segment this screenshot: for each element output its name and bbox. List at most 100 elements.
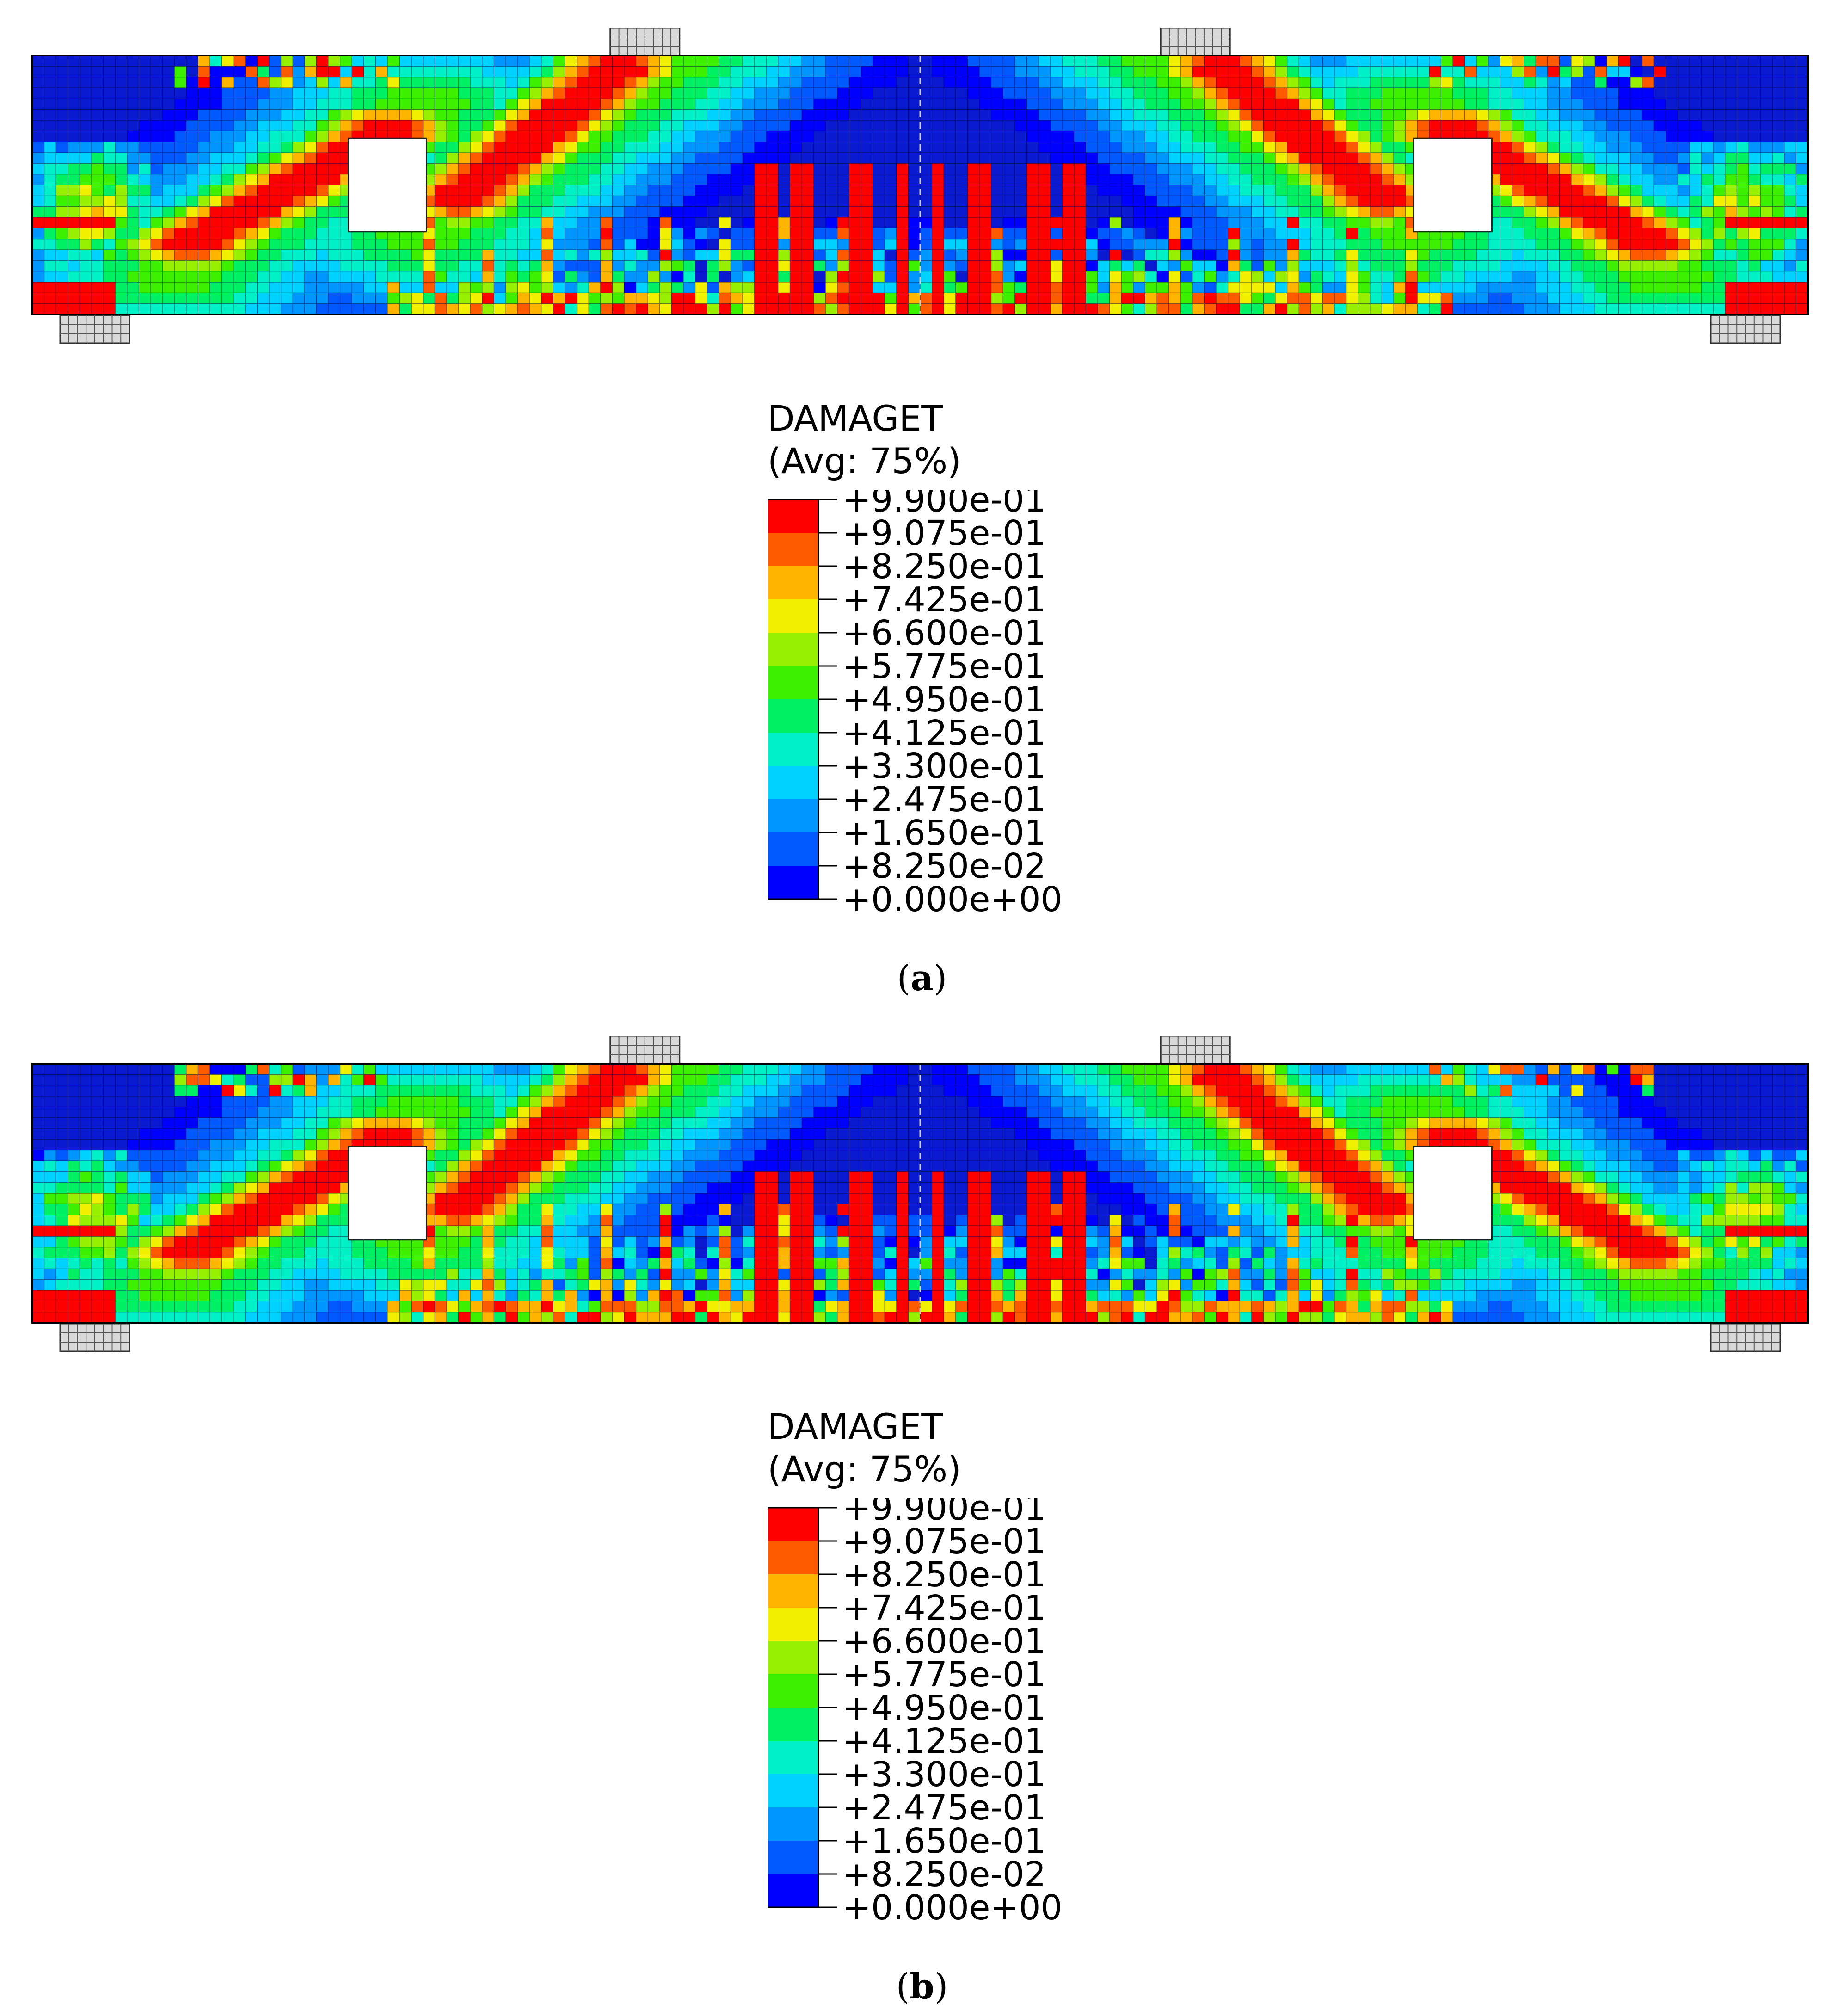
mesh-element	[1690, 260, 1702, 272]
mesh-element	[659, 293, 672, 304]
mesh-element	[447, 1139, 459, 1151]
mesh-element	[1772, 282, 1785, 293]
mesh-element	[1642, 88, 1654, 99]
mesh-element	[1583, 250, 1595, 261]
mesh-element	[482, 153, 494, 164]
mesh-element	[1547, 1128, 1560, 1140]
mesh-element	[612, 109, 625, 121]
mesh-element	[861, 77, 873, 88]
mesh-element	[553, 99, 565, 110]
mesh-element	[1749, 196, 1761, 207]
mesh-element	[529, 293, 542, 304]
mesh-element	[553, 293, 565, 304]
mesh-element	[1394, 271, 1406, 283]
mesh-element	[861, 88, 873, 99]
mesh-element	[1394, 293, 1406, 304]
mesh-element	[778, 66, 790, 78]
mesh-element	[589, 1096, 601, 1107]
mesh-element	[387, 239, 400, 250]
mesh-element	[1287, 239, 1299, 250]
mesh-element	[1512, 88, 1524, 99]
mesh-element	[1405, 1074, 1418, 1086]
mesh-element	[849, 66, 861, 78]
mesh-element	[1263, 239, 1276, 250]
mesh-element	[316, 1085, 329, 1097]
mesh-element	[778, 196, 790, 207]
mesh-element	[458, 142, 471, 153]
mesh-element	[1133, 131, 1145, 142]
mesh-element	[494, 303, 506, 315]
mesh-element	[1701, 163, 1714, 175]
mesh-element	[707, 282, 719, 293]
mesh-element	[411, 271, 424, 283]
mesh-element	[553, 163, 565, 175]
mesh-element	[44, 1096, 56, 1107]
mesh-element	[1133, 293, 1145, 304]
mesh-element	[174, 131, 187, 142]
mesh-element	[1074, 1085, 1086, 1097]
mesh-element	[1784, 163, 1796, 175]
mesh-element	[944, 196, 956, 207]
mesh-element	[802, 250, 814, 261]
mesh-element	[1003, 239, 1015, 250]
legend-color-band	[768, 633, 818, 666]
mesh-element	[671, 55, 684, 67]
mesh-element	[1678, 271, 1690, 283]
mesh-element	[1216, 163, 1229, 175]
mesh-element	[695, 66, 707, 78]
mesh-element	[790, 293, 802, 304]
mesh-element	[1204, 163, 1217, 175]
mesh-element	[127, 174, 139, 185]
mesh-element	[695, 1074, 707, 1086]
mesh-element	[1441, 239, 1453, 250]
mesh-element	[1796, 217, 1808, 228]
mesh-element	[790, 66, 802, 78]
mesh-element	[719, 196, 731, 207]
mesh-element	[1050, 131, 1063, 142]
mesh-element	[340, 260, 352, 272]
mesh-element	[1737, 293, 1749, 304]
mesh-element	[139, 174, 151, 185]
mesh-element	[174, 206, 187, 218]
mesh-element	[1287, 260, 1299, 272]
mesh-element	[186, 77, 198, 88]
mesh-element	[1571, 1064, 1584, 1075]
mesh-element	[340, 55, 352, 67]
mesh-element	[1275, 142, 1288, 153]
mesh-element	[1583, 88, 1595, 99]
mesh-element	[162, 250, 175, 261]
mesh-element	[32, 282, 45, 293]
mesh-element	[174, 55, 187, 67]
mesh-element	[1014, 109, 1027, 121]
mesh-element	[1690, 196, 1702, 207]
mesh-element	[423, 1064, 435, 1075]
mesh-element	[1547, 206, 1560, 218]
mesh-element	[1310, 1139, 1323, 1151]
mesh-element	[234, 206, 246, 218]
mesh-element	[1192, 282, 1205, 293]
mesh-element	[1251, 228, 1264, 240]
mesh-element	[577, 282, 589, 293]
mesh-element	[1275, 1139, 1288, 1151]
mesh-element	[1595, 99, 1607, 110]
mesh-element	[932, 153, 944, 164]
mesh-element	[44, 239, 56, 250]
mesh-element	[1204, 1096, 1217, 1107]
mesh-element	[1145, 99, 1157, 110]
mesh-element	[707, 1117, 719, 1129]
mesh-element	[944, 120, 956, 131]
mesh-element	[1346, 303, 1358, 315]
mesh-element	[565, 293, 578, 304]
mesh-element	[1275, 206, 1288, 218]
mesh-element	[56, 77, 68, 88]
mesh-element	[186, 1074, 198, 1086]
mesh-element	[363, 1074, 376, 1086]
mesh-element	[115, 55, 128, 67]
mesh-element	[790, 88, 802, 99]
mesh-element	[1180, 250, 1193, 261]
mesh-element	[1583, 239, 1595, 250]
mesh-element	[1382, 153, 1394, 164]
mesh-element	[1228, 260, 1240, 272]
mesh-element	[269, 239, 282, 250]
mesh-element	[1168, 163, 1181, 175]
